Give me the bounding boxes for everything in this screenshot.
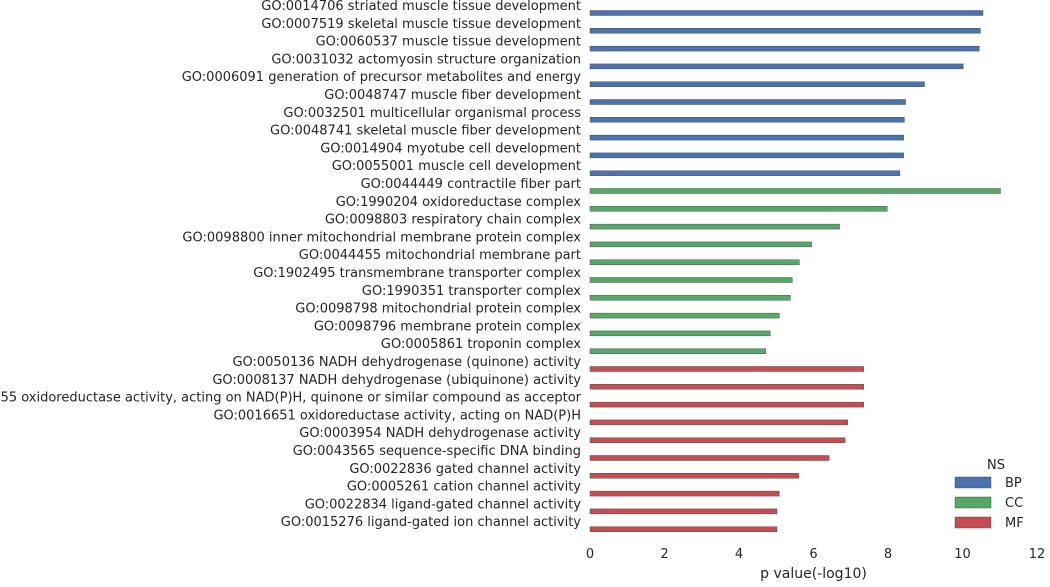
legend-swatch-cc (954, 496, 992, 509)
bar-bp (589, 134, 904, 141)
category-label: GO:0015276 ligand-gated ion channel acti… (281, 515, 582, 530)
category-label: GO:0048747 muscle fiber development (324, 88, 581, 103)
bar-bp (589, 170, 901, 176)
bar-mf (589, 490, 780, 497)
category-label: GO:0044455 mitochondrial membrane part (299, 248, 581, 263)
bar-cc (589, 277, 793, 283)
category-label: GO:0032501 multicellular organismal proc… (283, 106, 581, 121)
bar-mf (589, 384, 864, 390)
legend-items: BP CC MF (954, 476, 1024, 531)
category-label: GO:0005261 cation channel activity (347, 480, 581, 495)
category-label: GO:0060537 muscle tissue development (316, 35, 581, 50)
legend-swatch-mf (954, 516, 992, 529)
bar-mf (589, 526, 778, 532)
x-axis-title: p value(-log10) (760, 566, 867, 582)
category-label: GO:0016651 oxidoreductase activity, acti… (213, 408, 581, 423)
category-label: GO:0098796 membrane protein complex (314, 319, 581, 334)
category-label: GO:0055001 muscle cell development (332, 159, 581, 174)
category-label: GO:1990204 oxidoreductase complex (336, 195, 582, 210)
bar-mf (589, 473, 799, 479)
bars (589, 10, 1001, 532)
legend-label-cc: CC (1005, 496, 1023, 511)
category-label: GO:0031032 actomyosin structure organiza… (271, 52, 581, 67)
bar-bp (589, 152, 904, 159)
category-label: GO:0014706 striated muscle tissue develo… (261, 0, 581, 14)
bar-mf (589, 508, 778, 515)
category-label: GO:0044449 contractile fiber part (361, 177, 581, 192)
category-label: GO:1990351 transporter complex (362, 284, 581, 299)
bar-bp (589, 63, 964, 70)
category-label: GO:0098800 inner mitochondrial membrane … (182, 230, 581, 245)
bar-mf (589, 366, 864, 372)
bar-mf (589, 419, 848, 426)
bar-cc (589, 188, 1001, 194)
bar-bp (589, 10, 984, 16)
bar-bp (589, 81, 925, 87)
bar-mf (589, 455, 830, 461)
category-label: GO:0006091 generation of precursor metab… (182, 70, 582, 85)
category-label: GO:0043565 sequence-specific DNA binding (293, 444, 581, 459)
x-tick-label: 8 (884, 547, 892, 562)
category-label: GO:0048741 skeletal muscle fiber develop… (270, 124, 581, 139)
category-label: GO:0022836 gated channel activity (349, 462, 581, 477)
bar-bp (589, 99, 906, 105)
bar-bp (589, 28, 981, 34)
category-label: GO:0003954 NADH dehydrogenase activity (299, 426, 581, 441)
x-tick-label: 0 (586, 547, 594, 562)
x-axis-ticks: 0 2 4 6 8 10 12 (586, 547, 1045, 562)
category-label: GO:0098803 respiratory chain complex (325, 213, 581, 228)
category-label: GO:0022834 ligand-gated channel activity (305, 497, 582, 512)
category-label: GO:0050136 NADH dehydrogenase (quinone) … (232, 355, 581, 370)
bar-mf (589, 401, 864, 408)
category-label: GO:0014904 myotube cell development (320, 141, 581, 156)
bar-bp (589, 117, 905, 123)
x-tick-label: 12 (1029, 547, 1046, 562)
x-tick-label: 4 (735, 547, 743, 562)
category-label: GO:0008137 NADH dehydrogenase (ubiquinon… (212, 373, 581, 388)
legend-label-mf: MF (1005, 516, 1024, 531)
category-label: GO:0005861 troponin complex (381, 337, 581, 352)
bar-bp (589, 45, 980, 52)
bar-cc (589, 312, 780, 319)
x-tick-label: 6 (809, 547, 817, 562)
category-label: GO:1902495 transmembrane transporter com… (253, 266, 581, 281)
bar-cc (589, 259, 800, 265)
legend-swatch-bp (954, 476, 992, 489)
category-label: GO:0016655 oxidoreductase activity, acti… (0, 391, 582, 406)
legend-label-bp: BP (1005, 476, 1022, 491)
x-tick-label: 10 (954, 547, 971, 562)
category-label: GO:0007519 skeletal muscle tissue develo… (261, 17, 581, 32)
bar-cc (589, 295, 791, 301)
bar-cc (589, 348, 767, 354)
bar-cc (589, 206, 888, 212)
category-labels: GO:0014706 striated muscle tissue develo… (0, 0, 582, 530)
x-tick-label: 2 (660, 547, 668, 562)
legend-title: NS (987, 458, 1005, 473)
bar-cc (589, 223, 840, 230)
legend: NS BP CC MF (954, 458, 1024, 531)
bar-cc (589, 330, 771, 337)
bar-mf (589, 437, 846, 443)
bar-cc (589, 241, 812, 248)
category-label: GO:0098798 mitochondrial protein complex (295, 302, 581, 317)
